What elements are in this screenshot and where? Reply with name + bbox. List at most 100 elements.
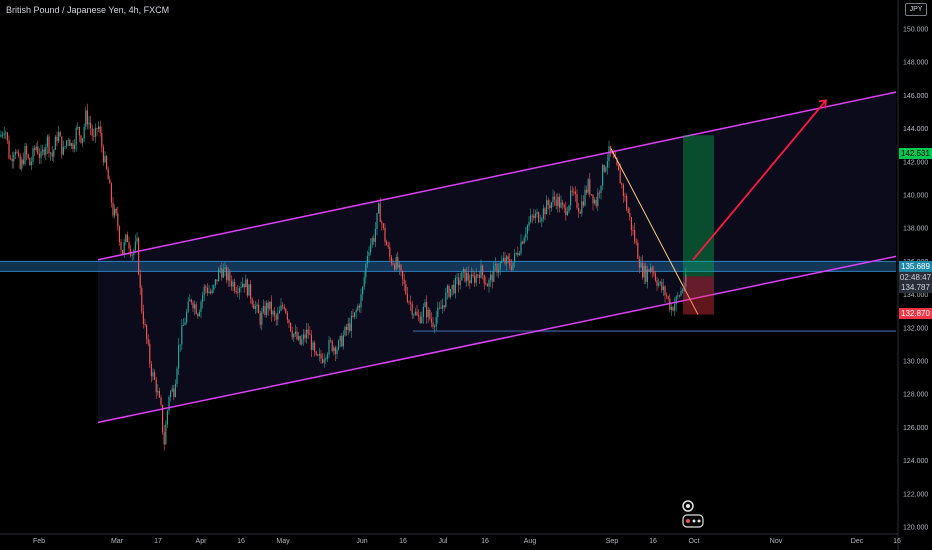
candle xyxy=(50,151,52,161)
candle xyxy=(365,262,367,284)
price-tick-label: 124.000 xyxy=(903,458,928,465)
candle xyxy=(286,311,288,324)
candle xyxy=(83,123,85,143)
candle xyxy=(56,131,58,147)
candle xyxy=(438,301,440,310)
candle xyxy=(366,250,368,269)
time-tick-label: 16 xyxy=(399,538,407,545)
target-arrow-line[interactable] xyxy=(692,99,827,261)
candle xyxy=(163,425,165,451)
candle xyxy=(149,339,151,369)
candle xyxy=(75,125,77,152)
candle xyxy=(274,306,276,322)
candle xyxy=(466,267,468,287)
price-tick-label: 120.000 xyxy=(903,525,928,532)
candle xyxy=(197,312,199,319)
candle xyxy=(96,127,98,137)
target-price-tag: 142.531 xyxy=(899,147,932,159)
candle xyxy=(427,307,429,324)
candle xyxy=(139,269,141,296)
candle xyxy=(283,303,285,311)
candle xyxy=(126,231,128,243)
candle xyxy=(566,206,568,216)
channel-upper-line[interactable] xyxy=(97,91,897,261)
candle xyxy=(93,128,95,141)
candle xyxy=(451,284,453,296)
candle xyxy=(435,310,437,331)
candle xyxy=(402,270,404,286)
channel-lower-line[interactable] xyxy=(97,255,897,424)
candle xyxy=(630,217,632,237)
candle xyxy=(414,307,416,316)
candle xyxy=(251,297,253,308)
candle xyxy=(346,323,348,336)
candle xyxy=(232,279,234,292)
candle xyxy=(397,251,399,270)
loss-zone[interactable] xyxy=(683,276,714,315)
candle xyxy=(173,384,175,401)
candle xyxy=(72,139,74,153)
candle xyxy=(670,302,672,316)
candle xyxy=(651,265,653,279)
candle xyxy=(0,130,2,138)
candle xyxy=(352,308,354,319)
candle xyxy=(602,163,604,191)
candle xyxy=(678,294,680,298)
candle xyxy=(144,318,146,328)
candle xyxy=(627,206,629,214)
profit-zone[interactable] xyxy=(683,135,714,277)
candle xyxy=(26,143,28,161)
candle xyxy=(586,185,588,196)
candle xyxy=(522,240,524,245)
candle xyxy=(325,357,327,365)
candle xyxy=(114,204,116,219)
candle xyxy=(450,288,452,300)
candle xyxy=(138,236,140,276)
candle xyxy=(622,183,624,203)
candle xyxy=(579,209,581,215)
candle xyxy=(275,313,277,326)
candle xyxy=(565,201,567,221)
candle xyxy=(18,149,20,158)
candle xyxy=(62,140,64,156)
candle xyxy=(38,148,40,165)
candle xyxy=(674,297,676,316)
time-tick-label: 16 xyxy=(237,538,245,545)
candle xyxy=(326,352,328,363)
candle xyxy=(493,261,495,282)
stop-price-tag: 132.870 xyxy=(899,307,932,319)
currency-button[interactable]: JPY xyxy=(905,3,927,16)
candle xyxy=(11,151,13,169)
candle xyxy=(581,194,583,217)
candle xyxy=(262,299,264,314)
candle xyxy=(478,270,480,284)
candle xyxy=(390,254,392,267)
candle xyxy=(203,283,205,301)
candle xyxy=(299,335,301,346)
price-tick-label: 146.000 xyxy=(903,93,928,100)
candle xyxy=(269,301,271,312)
candle xyxy=(328,335,330,359)
candle xyxy=(2,131,4,139)
candle xyxy=(549,199,551,215)
candle xyxy=(643,263,645,285)
candle xyxy=(206,283,208,297)
candle xyxy=(446,284,448,300)
trendline[interactable] xyxy=(610,148,699,315)
candle xyxy=(339,335,341,348)
candle xyxy=(563,203,565,213)
candle xyxy=(371,236,373,248)
candle xyxy=(10,154,12,161)
candle xyxy=(157,384,159,396)
last-price-tag: 134.787 xyxy=(899,282,932,294)
candle xyxy=(376,212,378,236)
candle xyxy=(294,324,296,337)
candle xyxy=(13,151,15,169)
time-tick-label: Feb xyxy=(33,538,45,545)
time-axis[interactable]: Feb Mar 17 Apr 16 May Jun 16 Jul 16 Aug Sep 16 Oct Nov… xyxy=(33,538,901,545)
candle xyxy=(112,197,114,218)
candle xyxy=(320,349,322,364)
candle xyxy=(42,144,44,156)
candle xyxy=(490,270,492,288)
